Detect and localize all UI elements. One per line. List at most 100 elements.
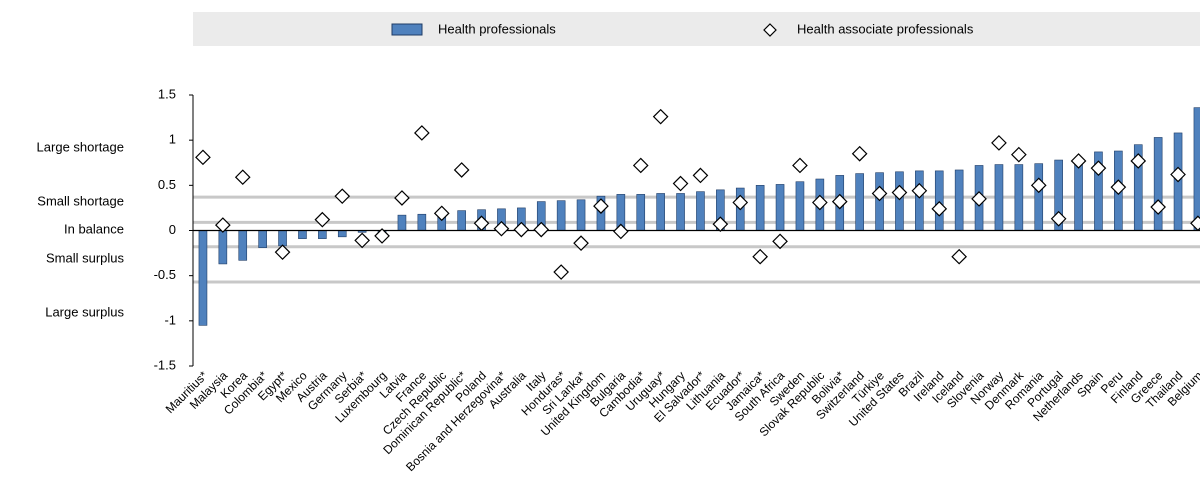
bar <box>576 199 586 231</box>
diamond-marker <box>971 191 987 207</box>
diamond-marker <box>354 232 370 249</box>
bar <box>198 230 208 326</box>
diamond-marker <box>752 248 768 265</box>
diamond-marker <box>433 205 450 222</box>
bar <box>1014 164 1024 231</box>
diamond-marker <box>851 145 868 162</box>
bar <box>258 230 267 248</box>
diamond-marker <box>1090 160 1107 177</box>
diamond-marker <box>1190 215 1200 232</box>
bar <box>278 230 287 247</box>
diamond-marker <box>1011 146 1027 163</box>
bar <box>755 185 765 231</box>
bar <box>795 181 805 231</box>
diamond-marker <box>593 198 609 214</box>
diamond-marker <box>911 182 928 199</box>
diamond-marker <box>493 220 510 237</box>
y-tick-label: -1 <box>164 312 176 327</box>
diamond-marker <box>652 108 669 125</box>
diamond-marker <box>513 221 530 238</box>
legend-bar-swatch <box>391 23 423 36</box>
legend-label: Health professionals <box>438 21 556 36</box>
bar <box>298 230 307 239</box>
legend-label: Health associate professionals <box>797 21 974 36</box>
bar <box>875 172 884 231</box>
diamond-marker <box>374 228 390 244</box>
diamond-marker <box>195 149 211 166</box>
diamond-marker <box>812 194 828 211</box>
diamond-marker <box>394 190 410 206</box>
bar <box>994 164 1004 231</box>
y-tick-label: 1.5 <box>158 86 176 101</box>
bar <box>915 170 924 231</box>
diamond-marker <box>672 175 689 192</box>
diamond-marker <box>414 125 430 141</box>
band-label: Large surplus <box>45 304 124 319</box>
diamond-marker <box>473 215 490 232</box>
bar <box>1034 163 1044 231</box>
diamond-marker <box>692 167 709 184</box>
diamond-marker <box>1150 199 1166 215</box>
diamond-marker <box>334 188 351 205</box>
bar <box>417 213 427 231</box>
diamond-marker <box>1110 179 1127 195</box>
y-tick-label: -0.5 <box>154 267 176 282</box>
band-label: Small shortage <box>37 193 124 208</box>
bar <box>457 210 466 231</box>
diamond-marker <box>553 264 569 280</box>
diamond-marker <box>831 193 848 210</box>
bar <box>934 170 944 231</box>
y-tick-label: 1 <box>169 132 176 147</box>
diamond-marker <box>871 185 888 202</box>
diamond-marker <box>1030 177 1047 194</box>
bar <box>676 193 685 231</box>
band-label: Small surplus <box>46 250 125 265</box>
diamond-marker <box>1070 153 1087 169</box>
bar <box>895 171 904 231</box>
bar <box>855 173 864 231</box>
diamond-marker <box>234 169 251 186</box>
y-tick-label: -1.5 <box>154 357 176 372</box>
bar <box>397 214 407 231</box>
diamond-marker <box>1170 166 1186 183</box>
diamond-marker <box>1130 153 1147 169</box>
diamond-marker <box>274 244 291 261</box>
diamond-marker <box>573 235 589 251</box>
diamond-marker <box>792 157 808 174</box>
bar <box>337 230 347 238</box>
bar <box>238 230 248 261</box>
diamond-marker <box>991 135 1007 151</box>
bar <box>1153 137 1163 231</box>
bar <box>775 184 785 231</box>
diamond-marker <box>215 217 231 233</box>
bar <box>636 194 646 231</box>
diamond-marker <box>772 233 788 250</box>
diamond-marker <box>712 216 729 233</box>
diamond-marker <box>931 200 948 217</box>
diamond-marker <box>951 248 967 265</box>
diamond-marker <box>533 221 550 238</box>
y-tick-label: 0.5 <box>158 177 176 192</box>
bar <box>696 191 705 231</box>
bar <box>318 230 327 239</box>
bar <box>556 200 566 231</box>
band-label: In balance <box>64 221 124 236</box>
diamond-marker <box>732 194 749 211</box>
legend-diamond-swatch <box>763 23 777 37</box>
legend-background <box>193 12 1200 46</box>
diamond-marker <box>632 157 649 174</box>
diamond-marker <box>314 211 331 228</box>
bar <box>1193 107 1200 231</box>
bar <box>954 169 964 231</box>
band-label: Large shortage <box>37 139 124 154</box>
bar <box>1074 158 1083 231</box>
y-tick-label: 0 <box>169 222 176 237</box>
diamond-marker <box>1050 210 1067 227</box>
bar <box>218 230 228 265</box>
bar <box>656 193 665 231</box>
diamond-marker <box>891 184 908 201</box>
diamond-marker <box>453 162 470 178</box>
diamond-marker <box>613 223 629 240</box>
